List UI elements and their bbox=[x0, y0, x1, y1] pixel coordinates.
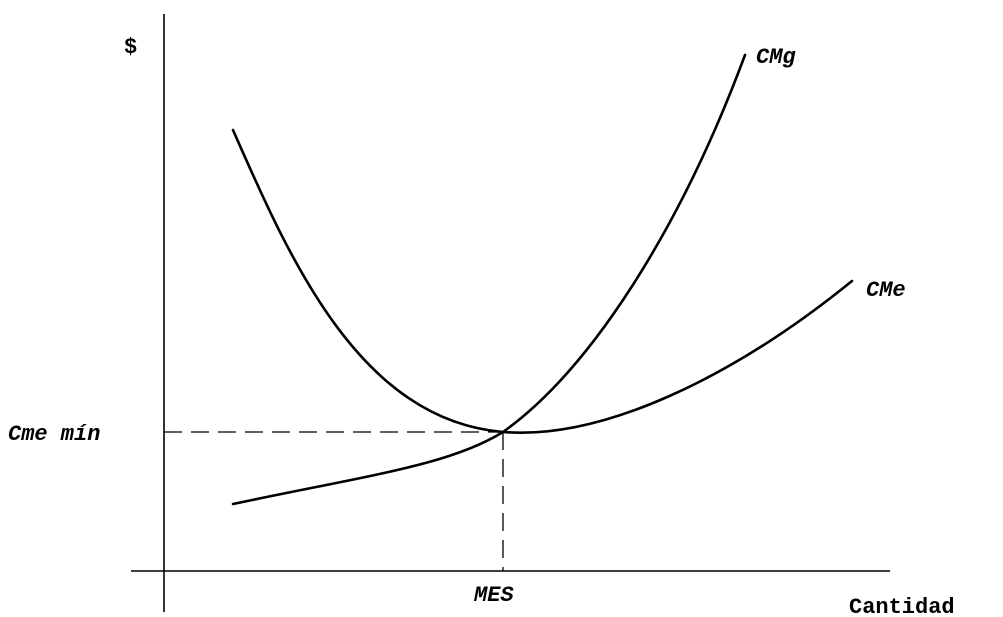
min-cost-label: Cme mín bbox=[8, 422, 100, 447]
x-axis-label: Cantidad bbox=[849, 595, 955, 617]
y-axis-label: $ bbox=[124, 35, 137, 60]
marginal-cost-curve bbox=[231, 53, 747, 506]
marginal-cost-label: CMg bbox=[756, 45, 796, 70]
average-cost-label: CMe bbox=[866, 278, 906, 303]
average-cost-curve bbox=[231, 128, 854, 434]
mes-label: MES bbox=[473, 583, 514, 608]
